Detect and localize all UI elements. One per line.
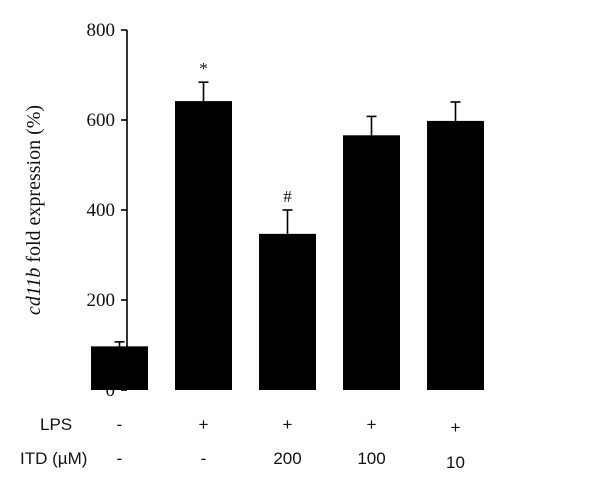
treatment-row-name: ITD (µM) — [20, 449, 87, 468]
significance-hash: # — [283, 187, 292, 206]
bar — [259, 233, 316, 390]
treatment-cell: - — [117, 415, 123, 434]
y-tick-label: 0 — [106, 380, 116, 401]
y-axis: 0 200 400 600 800 — [87, 20, 128, 401]
y-tick-label: 600 — [87, 110, 116, 131]
error-bars-group — [114, 81, 461, 347]
y-axis-label-gene: cd11b — [23, 268, 45, 315]
significance-asterisk: * — [199, 59, 208, 78]
treatment-cell: 10 — [446, 453, 465, 472]
treatment-row-name: LPS — [40, 415, 72, 434]
y-tick-label: 200 — [87, 290, 116, 311]
bar — [91, 346, 148, 390]
treatment-cell: + — [283, 415, 293, 434]
bar — [175, 101, 232, 390]
significance-markers: *# — [199, 59, 292, 206]
y-axis-label-text: fold expression (%) — [23, 105, 45, 268]
treatment-cell: - — [117, 449, 123, 468]
treatment-cell: - — [201, 449, 207, 468]
treatment-cell: + — [367, 415, 377, 434]
bar — [343, 135, 400, 390]
treatment-cell: + — [451, 418, 461, 437]
y-tick-label: 800 — [87, 20, 116, 41]
treatment-table: LPS - + + + + ITD (µM) - - 200 100 10 — [20, 415, 465, 472]
bar — [427, 120, 484, 391]
treatment-cell: 100 — [357, 449, 385, 468]
bars-group — [91, 101, 484, 391]
treatment-cell: 200 — [273, 449, 301, 468]
y-tick-label: 400 — [87, 200, 116, 221]
y-axis-label: cd11b fold expression (%) — [23, 105, 45, 315]
treatment-cell: + — [199, 415, 209, 434]
